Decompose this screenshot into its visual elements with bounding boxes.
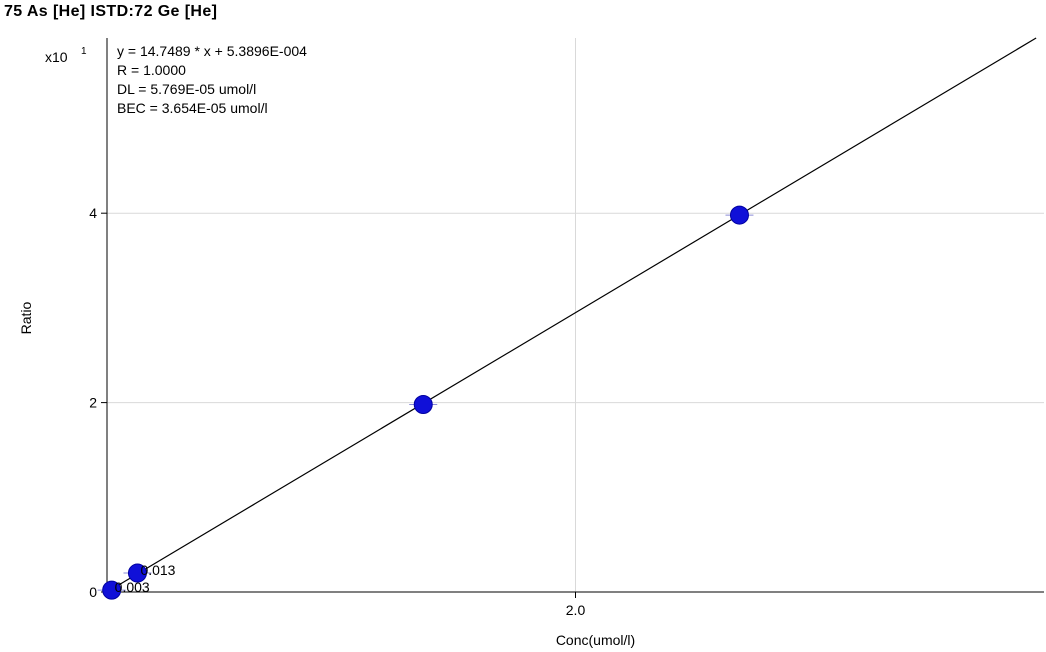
y-tick-label: 0: [89, 584, 97, 600]
equation-annotation-2: DL = 5.769E-05 umol/l: [117, 81, 256, 97]
point-label-0: 0.003: [115, 579, 150, 595]
data-points-layer: [97, 205, 754, 600]
y-tick-label: 4: [89, 205, 97, 221]
equation-annotation-3: BEC = 3.654E-05 umol/l: [117, 100, 268, 116]
fit-line-layer: [106, 37, 1037, 593]
point-label-1: 0.013: [140, 562, 175, 578]
y-multiplier-exponent: 1: [81, 46, 87, 57]
y-axis-label: Ratio: [18, 301, 34, 334]
data-point-1: [127, 563, 147, 583]
x-tick-label: 2.0: [566, 602, 586, 618]
text-layer: y = 14.7489 * x + 5.3896E-004 R = 1.0000 D…: [115, 43, 307, 595]
equation-annotation-0: y = 14.7489 * x + 5.3896E-004: [117, 43, 307, 59]
x-axis-label: Conc(umol/l): [556, 632, 635, 648]
equation-annotation-1: R = 1.0000: [117, 62, 186, 78]
grid-layer: [107, 38, 1044, 592]
fit-line: [106, 37, 1037, 593]
y-multiplier-label: x10: [45, 49, 68, 65]
data-point-0: [102, 580, 122, 600]
data-point-2: [413, 394, 433, 414]
data-point-3: [729, 205, 749, 225]
y-tick-label: 2: [89, 395, 97, 411]
axis-layer: 0 2 4 2.0 Conc(umol/l) Ratio x10 1: [18, 38, 1044, 648]
chart-title: 75 As [He] ISTD:72 Ge [He]: [4, 3, 218, 20]
